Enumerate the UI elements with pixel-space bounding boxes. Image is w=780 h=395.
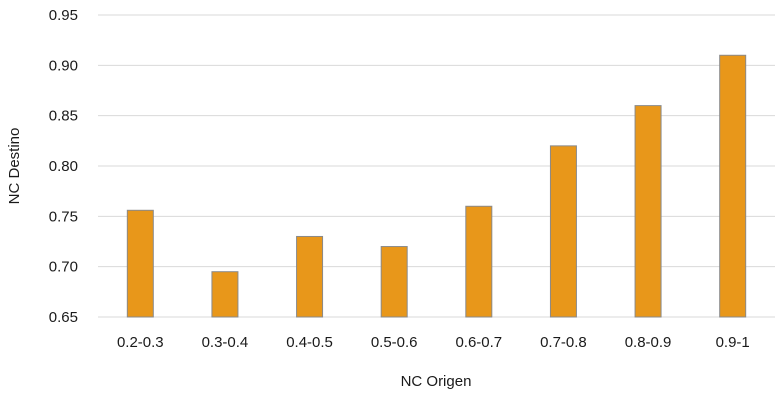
bars (126, 54, 747, 318)
x-tick-label: 0.7-0.8 (540, 334, 587, 351)
y-tick-label: 0.85 (49, 108, 78, 125)
bar-0.5-0.6 (380, 246, 408, 318)
x-axis-tick-labels: 0.2-0.3 0.3-0.4 0.4-0.5 0.5-0.6 0.6-0.7 0.7-0… (117, 334, 750, 351)
x-tick-label: 0.6-0.7 (455, 334, 502, 351)
y-tick-label: 0.90 (49, 57, 78, 74)
x-tick-label: 0.2-0.3 (117, 334, 164, 351)
bar-0.2-0.3 (126, 209, 154, 318)
x-tick-label: 0.3-0.4 (202, 334, 249, 351)
y-tick-label: 0.75 (49, 208, 78, 225)
y-tick-label: 0.70 (49, 259, 78, 276)
y-tick-label: 0.95 (49, 7, 78, 24)
x-axis-title: NC Origen (401, 373, 472, 390)
y-axis-tick-labels: 0.65 0.70 0.75 0.80 0.85 0.90 0.95 (49, 7, 78, 326)
x-tick-label: 0.8-0.9 (625, 334, 672, 351)
y-tick-label: 0.65 (49, 309, 78, 326)
bar-0.4-0.5 (296, 235, 324, 318)
gridlines (98, 14, 775, 318)
bar-0.6-0.7 (465, 205, 493, 318)
y-axis-title: NC Destino (6, 128, 23, 205)
bar-0.3-0.4 (211, 271, 239, 318)
x-tick-label: 0.4-0.5 (286, 334, 333, 351)
y-tick-label: 0.80 (49, 158, 78, 175)
bar-0.8-0.9 (634, 105, 662, 318)
bar-0.9-1 (719, 54, 747, 318)
x-tick-label: 0.5-0.6 (371, 334, 418, 351)
x-tick-label: 0.9-1 (716, 334, 750, 351)
bar-0.7-0.8 (549, 145, 577, 318)
